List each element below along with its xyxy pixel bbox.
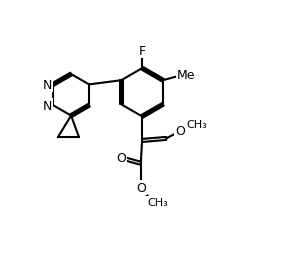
Text: F: F (138, 45, 146, 58)
Text: N: N (43, 99, 52, 112)
Text: Me: Me (177, 69, 196, 82)
Text: O: O (136, 182, 146, 195)
Text: O: O (175, 124, 185, 137)
Text: O: O (116, 151, 126, 164)
Text: CH₃: CH₃ (147, 197, 168, 207)
Text: CH₃: CH₃ (186, 120, 207, 130)
Text: N: N (43, 78, 52, 91)
